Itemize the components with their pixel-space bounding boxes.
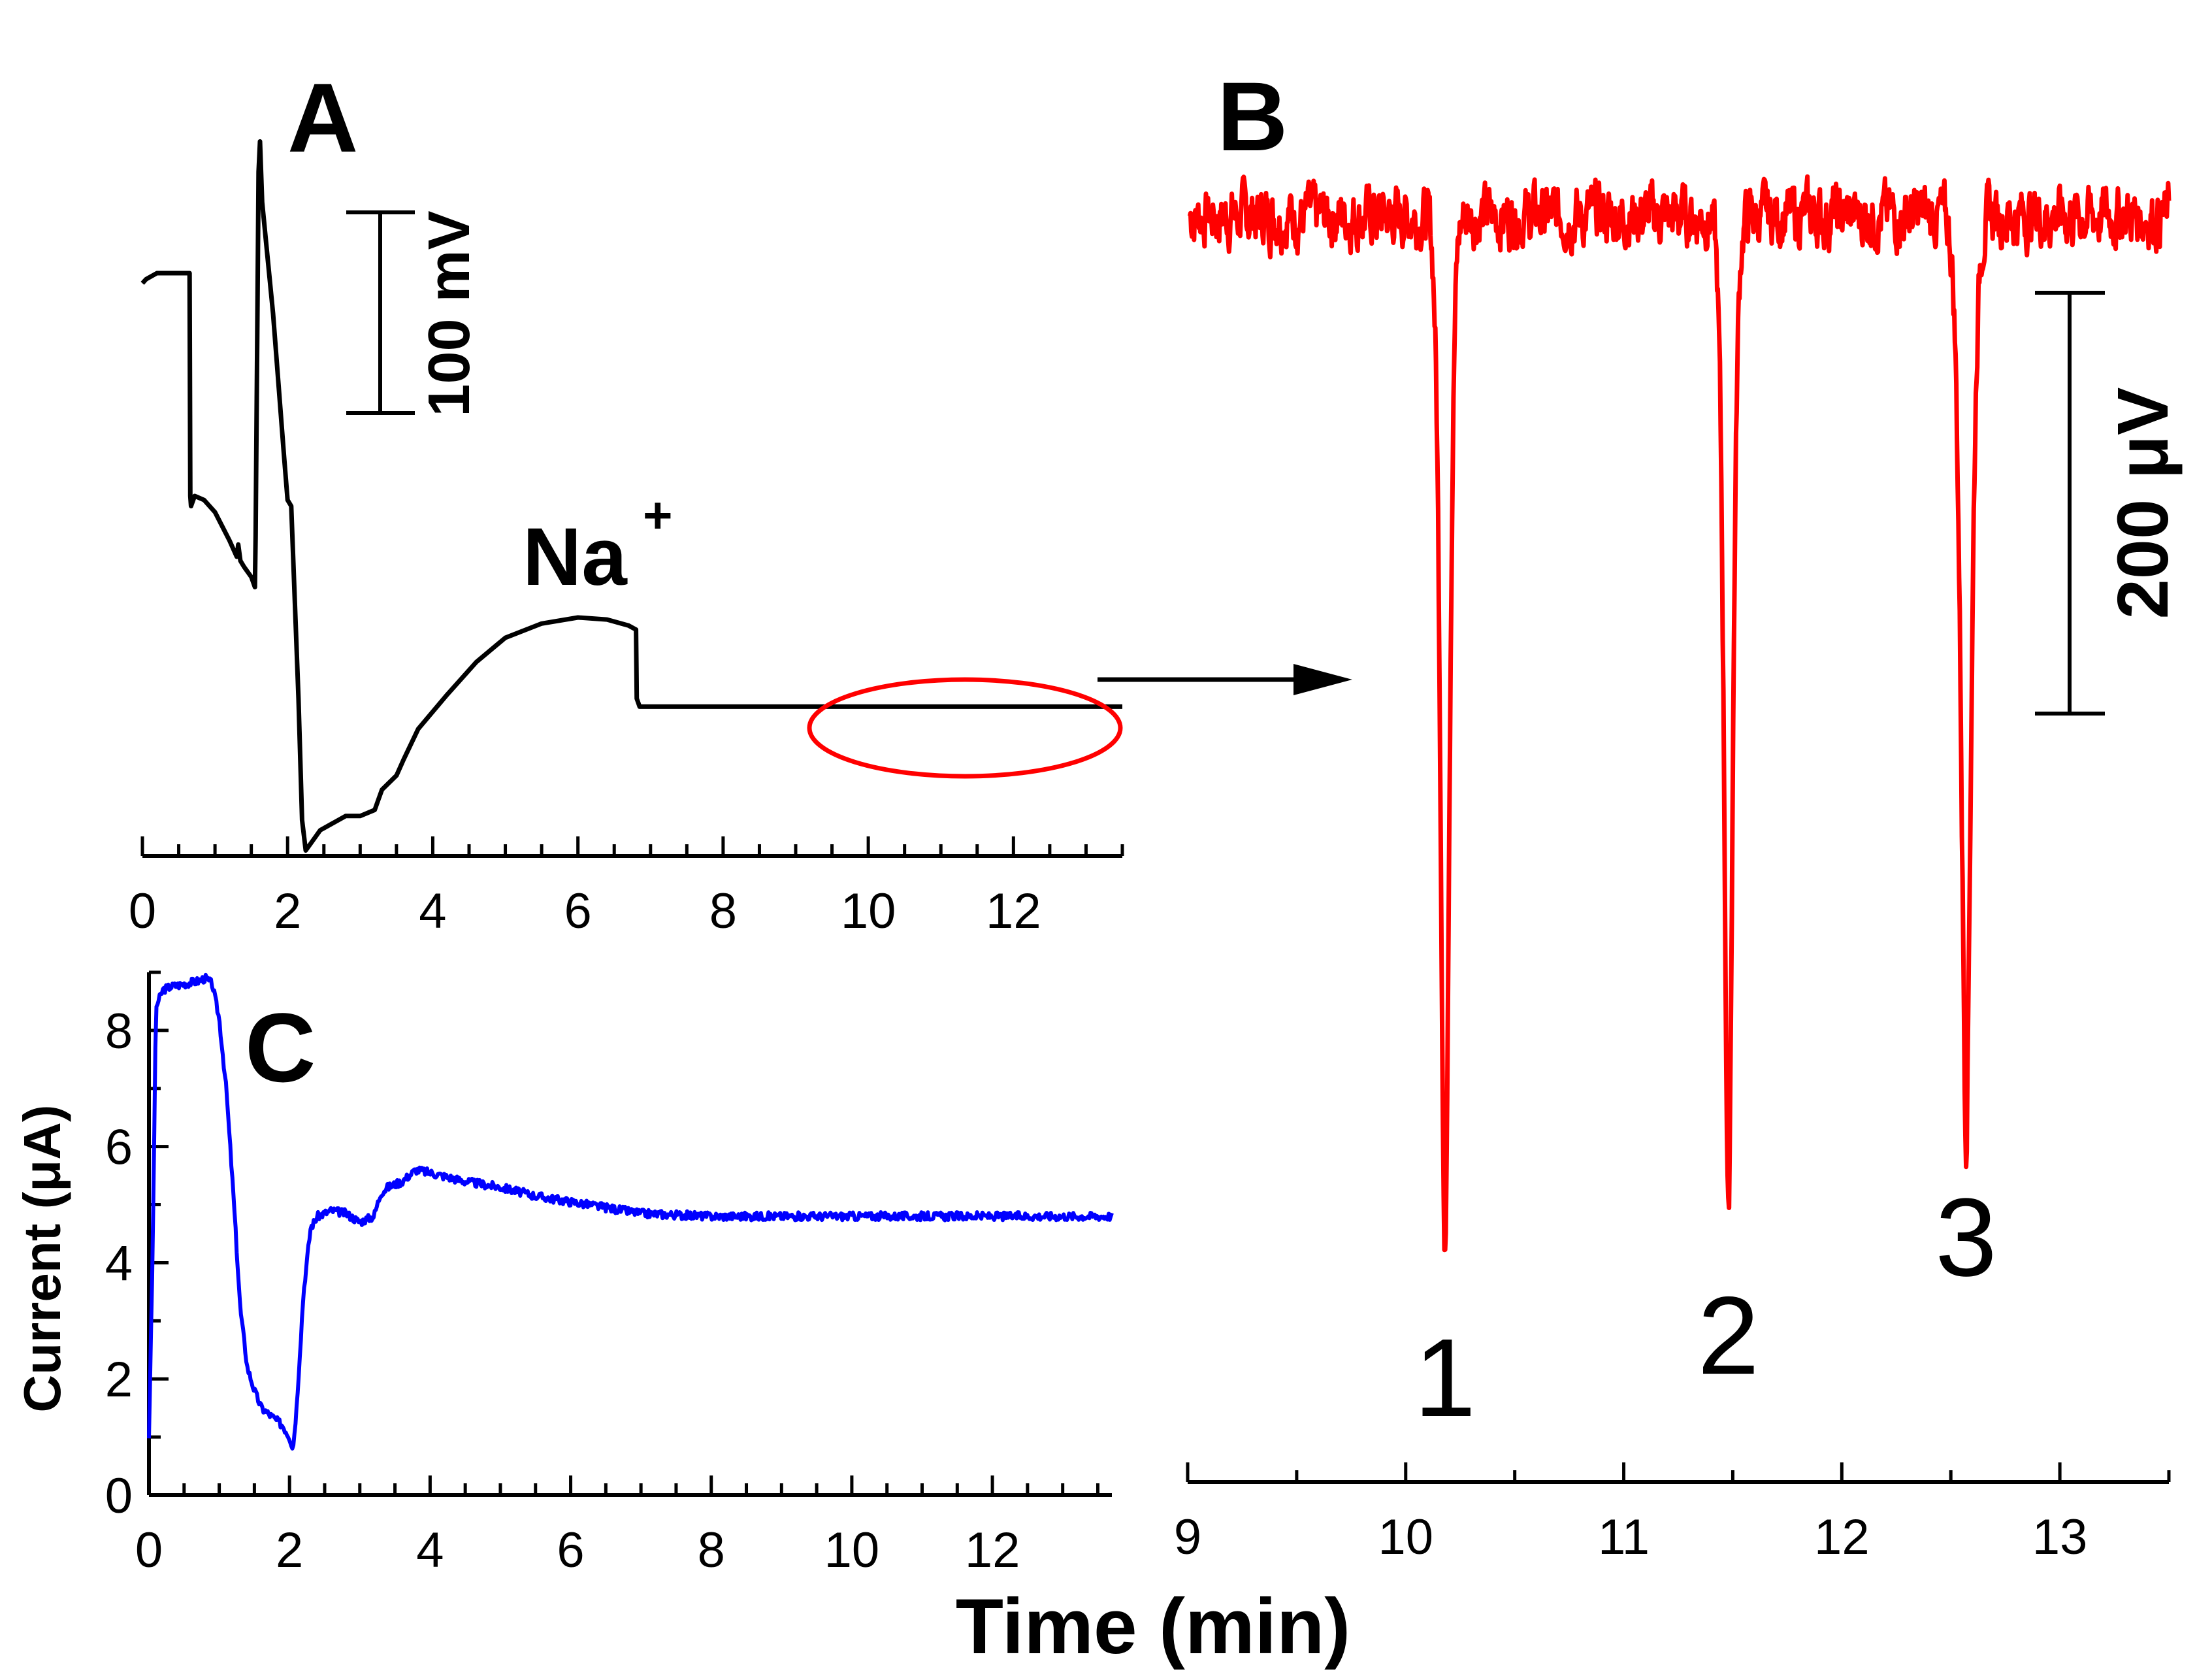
panel-a: A 0 2 4 6 8 10 12 100 mV Na + [129, 63, 1124, 939]
panel-c-y-tick-label: 4 [105, 1236, 133, 1291]
panel-c-y-tick-label: 8 [105, 1004, 133, 1059]
panel-a-x-tick-label: 12 [986, 883, 1041, 939]
panel-a-label: A [287, 63, 358, 173]
panel-c-x-tick-label: 2 [276, 1523, 303, 1578]
zoom-arrow [1098, 664, 1352, 695]
panel-b-x-tick-label: 13 [2032, 1509, 2088, 1565]
panel-c-trace [147, 972, 1114, 1451]
panel-c-axes: 0 2 4 6 8 10 12 0 2 4 6 8 [105, 970, 1112, 1578]
panel-b-x-tick-label: 11 [1598, 1509, 1650, 1565]
y-axis-label: Current (μA) [13, 1104, 71, 1412]
panel-c: C 0 2 4 6 8 10 12 0 2 4 6 8 Current (μA) Time (min) [13, 970, 1351, 1670]
panel-c-label: C [245, 993, 316, 1102]
panel-b-peak-labels: 1 2 3 [1414, 1176, 1997, 1440]
peak-label-3: 3 [1935, 1176, 1997, 1300]
panel-b-scale-bar: 200 μV [2035, 291, 2183, 716]
panel-a-trace [140, 139, 1122, 853]
panel-b-x-tick-label: 10 [1378, 1509, 1434, 1565]
panel-b-x-axis: 9 10 11 12 13 [1174, 1462, 2171, 1565]
panel-b-label: B [1217, 61, 1288, 171]
panel-a-x-tick-label: 6 [564, 883, 592, 939]
x-axis-label: Time (min) [956, 1583, 1351, 1670]
panel-a-x-tick-label: 4 [419, 883, 446, 939]
panel-a-scale-bar: 100 mV [346, 210, 482, 417]
zoom-highlight-ellipse [807, 677, 1123, 779]
na-ion-label: Na [523, 512, 628, 602]
peak-label-1: 1 [1414, 1316, 1476, 1440]
panel-c-y-tick-label: 2 [105, 1352, 133, 1408]
panel-a-scale-label: 100 mV [417, 210, 482, 416]
panel-b-scale-label: 200 μV [2103, 387, 2183, 619]
panel-b: B 1 23 9 10 11 12 13 200 μV [1174, 61, 2183, 1565]
na-label: Na + [523, 486, 673, 602]
panel-c-x-tick-label: 10 [824, 1523, 880, 1578]
panel-a-x-tick-label: 2 [274, 883, 301, 939]
peak-label-2: 2 [1697, 1274, 1759, 1398]
panel-c-y-tick-label: 6 [105, 1120, 133, 1176]
panel-c-x-tick-label: 6 [557, 1523, 584, 1578]
panel-b-x-tick-label: 12 [1814, 1509, 1870, 1565]
panel-c-y-tick-label: 0 [105, 1468, 133, 1524]
panel-b-x-tick-label: 9 [1174, 1509, 1201, 1565]
na-ion-charge: + [643, 486, 673, 544]
panel-c-x-tick-label: 8 [698, 1523, 725, 1578]
panel-c-x-tick-label: 0 [135, 1523, 163, 1578]
panel-b-trace [1187, 174, 2171, 1253]
panel-c-x-tick-label: 4 [416, 1523, 444, 1578]
panel-c-x-tick-label: 12 [965, 1523, 1020, 1578]
panel-a-x-tick-label: 10 [841, 883, 896, 939]
panel-a-x-axis: 0 2 4 6 8 10 12 [129, 836, 1124, 939]
panel-a-x-tick-label: 0 [129, 883, 156, 939]
panel-a-x-tick-label: 8 [709, 883, 737, 939]
